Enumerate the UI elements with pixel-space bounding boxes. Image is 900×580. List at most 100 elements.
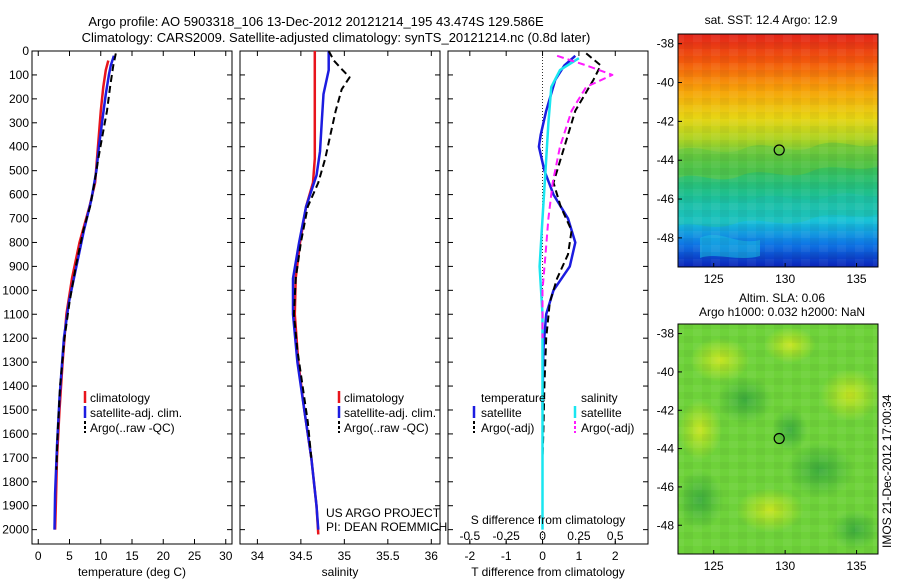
y-tick-label: 500 bbox=[9, 164, 29, 178]
temperature-legend: climatology satellite-adj. clim. Argo(..… bbox=[83, 391, 182, 435]
x-tick-label: 10 bbox=[94, 549, 108, 563]
y-tick-label: 1400 bbox=[2, 379, 29, 393]
map-y-tick-label: -38 bbox=[657, 37, 675, 51]
legend-label-climatology: climatology bbox=[90, 391, 150, 405]
x-tick-label: 20 bbox=[157, 549, 171, 563]
map-y-tick-label: -42 bbox=[657, 403, 675, 417]
legend-label-satellite: satellite-adj. clim. bbox=[344, 406, 436, 420]
map-y-tick-label: -46 bbox=[657, 192, 675, 206]
project-annotation-line2: PI: DEAN ROEMMICH bbox=[326, 520, 447, 534]
x-tick-label: 25 bbox=[188, 549, 202, 563]
y-tick-label: 600 bbox=[9, 188, 29, 202]
map-x-tick-label: 130 bbox=[775, 272, 795, 286]
x-tick-label: 35.5 bbox=[376, 549, 400, 563]
legend-label-sal-argo: Argo(-adj) bbox=[581, 421, 634, 435]
y-tick-label: 800 bbox=[9, 235, 29, 249]
legend-label-satellite: satellite-adj. clim. bbox=[90, 406, 182, 420]
series-line-argo-adj bbox=[541, 52, 602, 458]
sst-map-title: sat. SST: 12.4 Argo: 12.9 bbox=[705, 13, 838, 27]
x-tick-label: 2 bbox=[612, 549, 619, 563]
map-x-tick-label: 130 bbox=[775, 559, 795, 573]
top-x-tick-label: -0.25 bbox=[493, 529, 521, 543]
x-tick-label: -1 bbox=[501, 549, 512, 563]
legend-label-argo: Argo(..raw -QC) bbox=[344, 421, 429, 435]
top-x-tick-label: 0.5 bbox=[607, 529, 624, 543]
difference-xlabel: T difference from climatology bbox=[471, 565, 625, 579]
sla-map-image bbox=[676, 324, 880, 554]
x-tick-label: 5 bbox=[66, 549, 73, 563]
salinity-panel-frame bbox=[239, 50, 441, 545]
series-line-argo-raw-qc bbox=[292, 50, 351, 458]
y-tick-label: 2000 bbox=[2, 523, 29, 537]
salinity-legend: climatology satellite-adj. clim. Argo(..… bbox=[337, 391, 436, 435]
map-y-tick-label: -48 bbox=[657, 231, 675, 245]
series-line-argo-raw-qc bbox=[55, 53, 117, 470]
difference-top-xlabel: S difference from climatology bbox=[471, 513, 626, 527]
y-tick-label: 1700 bbox=[2, 451, 29, 465]
salinity-xlabel: salinity bbox=[322, 565, 359, 579]
series-line-satellite bbox=[538, 57, 580, 530]
y-tick-label: 900 bbox=[9, 259, 29, 273]
sst-map-frame bbox=[677, 33, 879, 268]
legend-label-argo: Argo(..raw -QC) bbox=[90, 421, 175, 435]
legend-label-climatology: climatology bbox=[344, 391, 404, 405]
y-tick-label: 1100 bbox=[3, 307, 29, 321]
sla-argo-marker bbox=[773, 432, 785, 445]
y-tick-label: 1500 bbox=[2, 403, 29, 417]
project-annotation-line1: US ARGO PROJECT bbox=[326, 506, 441, 520]
y-tick-label: 0 bbox=[22, 44, 29, 58]
x-tick-label: 1 bbox=[576, 549, 583, 563]
series-line-satellite bbox=[537, 54, 577, 411]
y-tick-label: 700 bbox=[9, 212, 29, 226]
map-y-tick-label: -42 bbox=[657, 114, 675, 128]
series-line-climatology bbox=[293, 51, 320, 535]
map-y-tick-label: -40 bbox=[657, 365, 675, 379]
y-tick-label: 1800 bbox=[2, 475, 29, 489]
map-y-tick-label: -38 bbox=[657, 327, 675, 341]
imos-timestamp: IMOS 21-Dec-2012 17:00:34 bbox=[880, 394, 894, 548]
map-x-tick-label: 135 bbox=[847, 559, 867, 573]
y-tick-label: 1600 bbox=[2, 427, 29, 441]
y-tick-label: 200 bbox=[9, 92, 29, 106]
top-x-tick-label: 0.25 bbox=[567, 529, 591, 543]
y-tick-label: 1300 bbox=[2, 355, 29, 369]
x-tick-label: 36 bbox=[425, 549, 439, 563]
map-y-tick-label: -46 bbox=[657, 480, 675, 494]
y-tick-label: 1000 bbox=[2, 283, 29, 297]
legend-label-sal-satellite: satellite bbox=[581, 406, 622, 420]
map-y-tick-label: -48 bbox=[657, 518, 675, 532]
sst-argo-marker bbox=[773, 144, 785, 156]
top-x-tick-label: 0 bbox=[539, 529, 546, 543]
y-tick-label: 300 bbox=[9, 116, 29, 130]
legend-title-salinity: salinity bbox=[581, 391, 618, 405]
series-line-argo-adj bbox=[541, 54, 614, 339]
x-tick-label: -2 bbox=[464, 549, 475, 563]
x-tick-label: 0 bbox=[539, 549, 546, 563]
sla-map-frame bbox=[677, 323, 879, 555]
legend-label-temp-satellite: satellite bbox=[481, 406, 522, 420]
legend-label-temp-argo: Argo(-adj) bbox=[481, 421, 534, 435]
temperature-xlabel: temperature (deg C) bbox=[78, 565, 186, 579]
y-tick-label: 400 bbox=[9, 140, 29, 154]
top-x-tick-label: -0.5 bbox=[459, 529, 480, 543]
y-tick-label: 1900 bbox=[2, 499, 29, 513]
x-tick-label: 35 bbox=[338, 549, 352, 563]
x-tick-label: 34.5 bbox=[289, 549, 313, 563]
sst-map-image bbox=[678, 34, 878, 267]
y-tick-label: 1200 bbox=[2, 331, 29, 345]
x-tick-label: 34 bbox=[251, 549, 265, 563]
x-tick-label: 0 bbox=[35, 549, 42, 563]
y-tick-label: 100 bbox=[9, 68, 29, 82]
difference-panel-frame bbox=[447, 50, 649, 545]
series-line-satellite-adj-clim bbox=[53, 55, 116, 530]
map-y-tick-label: -44 bbox=[657, 442, 675, 456]
figure-title-line2: Climatology: CARS2009. Satellite-adjuste… bbox=[82, 30, 591, 45]
legend-title-temperature: temperature bbox=[481, 391, 546, 405]
map-x-tick-label: 125 bbox=[704, 559, 724, 573]
temperature-panel-frame bbox=[31, 50, 233, 545]
map-x-tick-label: 135 bbox=[847, 272, 867, 286]
map-y-tick-label: -40 bbox=[657, 76, 675, 90]
map-y-tick-label: -44 bbox=[657, 153, 675, 167]
x-tick-label: 30 bbox=[219, 549, 233, 563]
